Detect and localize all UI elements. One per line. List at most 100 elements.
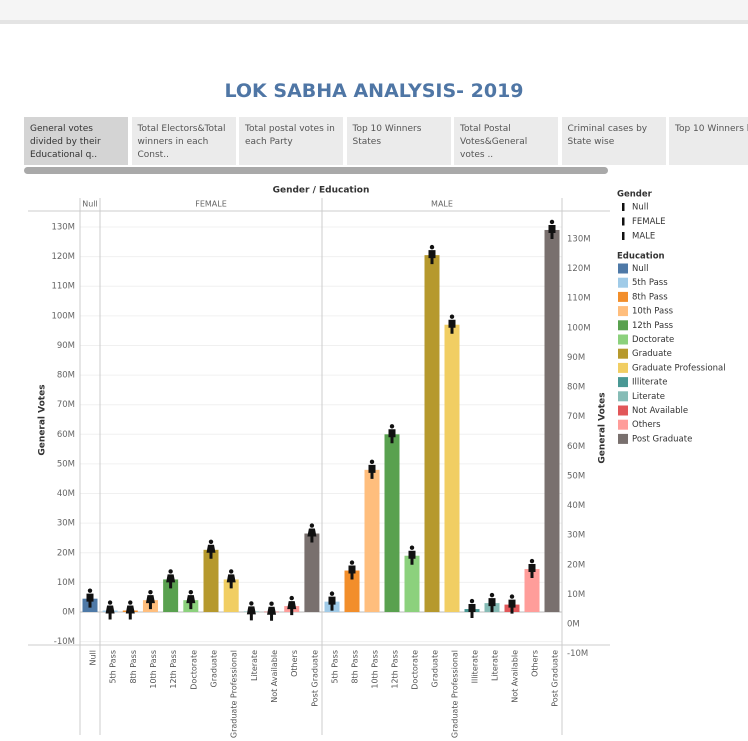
bar xyxy=(304,533,320,612)
icon-body xyxy=(105,605,115,620)
dashboard-tab[interactable]: Total postal votes in each Party xyxy=(239,117,343,165)
x-tick-label: Illiterate xyxy=(471,650,480,683)
dashboard-tab[interactable]: Total Electors&Total winners in each Con… xyxy=(131,117,236,165)
y-tick-label: 50M xyxy=(57,459,75,469)
scrollbar[interactable] xyxy=(24,167,608,174)
bar xyxy=(364,469,380,612)
legend-label: Others xyxy=(632,420,661,430)
bar xyxy=(163,579,179,612)
icon-head xyxy=(329,591,335,596)
y2-tick-label: 130M xyxy=(567,235,591,245)
x-tick-label: Post Graduate xyxy=(551,650,560,707)
y-tick-label: 100M xyxy=(51,311,75,321)
person-icon xyxy=(125,600,135,620)
y2-tick-label: 10M xyxy=(567,590,585,600)
icon-head xyxy=(489,592,495,598)
icon-body xyxy=(548,224,556,239)
person-icon xyxy=(287,595,297,616)
icon-body xyxy=(388,429,396,444)
legend-icon xyxy=(622,217,625,226)
icon-body xyxy=(408,550,416,565)
legend-label: Graduate Professional xyxy=(632,363,726,373)
legend-swatch xyxy=(618,263,628,274)
bar xyxy=(324,601,340,612)
x-tick-label: 10th Pass xyxy=(371,650,380,689)
icon-body xyxy=(145,595,155,610)
x-tick-label: 8th Pass xyxy=(129,650,138,684)
x-tick-label: 5th Pass xyxy=(331,650,340,684)
icon-head xyxy=(309,523,315,528)
y2-tick-label: 120M xyxy=(567,264,591,274)
icon-body xyxy=(166,574,176,589)
icon-body xyxy=(508,599,516,614)
y2-tick-label: 50M xyxy=(567,471,585,481)
dashboard-tab[interactable]: General votes divided by their Education… xyxy=(24,117,128,165)
icon-body xyxy=(267,606,277,621)
icon-head xyxy=(107,600,113,605)
bar xyxy=(484,603,500,612)
icon-body xyxy=(448,319,456,334)
x-tick-label: 8th Pass xyxy=(351,650,360,684)
y-axis-title: General Votes xyxy=(38,384,48,455)
person-icon xyxy=(528,558,536,579)
icon-head xyxy=(148,589,153,595)
icon-head xyxy=(549,219,555,225)
person-icon xyxy=(408,545,416,565)
y-tick-label: 30M xyxy=(57,519,75,529)
person-icon xyxy=(388,424,396,444)
x-tick-label: Literate xyxy=(491,650,500,681)
icon-body xyxy=(348,565,356,580)
dashboard-tab[interactable]: Total Postal Votes&General votes .. xyxy=(454,117,558,165)
chart-header: Gender / Education xyxy=(273,186,370,196)
icon-head xyxy=(469,598,475,604)
dashboard-tab[interactable]: Criminal cases by State wise xyxy=(561,117,666,165)
icon-body xyxy=(287,601,297,616)
legend-label: Null xyxy=(632,264,648,274)
bar xyxy=(444,324,460,612)
person-icon xyxy=(468,598,476,619)
person-icon xyxy=(307,523,317,543)
y-tick-label: 40M xyxy=(57,489,75,499)
person-icon xyxy=(267,601,277,621)
y2-tick-label: 30M xyxy=(567,531,585,541)
x-tick-label: Literate xyxy=(250,650,259,681)
icon-body xyxy=(488,598,496,613)
y2-tick-label: 60M xyxy=(567,442,585,452)
person-icon xyxy=(166,569,176,589)
legend-icon xyxy=(622,203,625,211)
icon-body xyxy=(307,528,317,543)
pane-header: MALE xyxy=(431,200,453,209)
legend-label: Literate xyxy=(632,392,665,402)
icon-head xyxy=(87,588,93,593)
icon-head xyxy=(429,244,435,250)
y-tick-label: 130M xyxy=(51,223,75,233)
icon-head xyxy=(389,424,395,429)
icon-head xyxy=(188,589,194,595)
bar xyxy=(102,610,118,612)
x-tick-label: Graduate xyxy=(431,650,440,688)
dashboard-tab[interactable]: Top 10 Winners States xyxy=(346,117,451,165)
y2-axis-title: General Votes xyxy=(598,392,608,463)
legend-label: 10th Pass xyxy=(632,307,674,317)
legend-swatch xyxy=(618,277,628,288)
legend-title: Gender xyxy=(617,190,653,200)
x-tick-label: 10th Pass xyxy=(149,650,158,689)
person-icon xyxy=(105,600,115,620)
x-tick-label: Doctorate xyxy=(411,650,420,690)
dashboard-title: LOK SABHA ANALYSIS- 2019 xyxy=(224,80,524,102)
dashboard-tab[interactable]: Top 10 Winners by.. xyxy=(669,117,748,165)
toolbar xyxy=(0,0,748,24)
x-tick-label: Not Available xyxy=(270,650,279,703)
icon-body xyxy=(125,605,135,620)
person-icon xyxy=(86,588,94,608)
pane-header: FEMALE xyxy=(195,200,227,209)
icon-head xyxy=(128,600,133,605)
bar xyxy=(243,611,259,612)
icon-body xyxy=(528,564,536,579)
x-tick-label: Null xyxy=(89,650,98,666)
y2-tick-label: 110M xyxy=(567,294,591,304)
legend-label: Doctorate xyxy=(632,335,674,345)
person-icon xyxy=(145,589,155,610)
icon-head xyxy=(269,601,274,606)
icon-body xyxy=(246,606,256,621)
